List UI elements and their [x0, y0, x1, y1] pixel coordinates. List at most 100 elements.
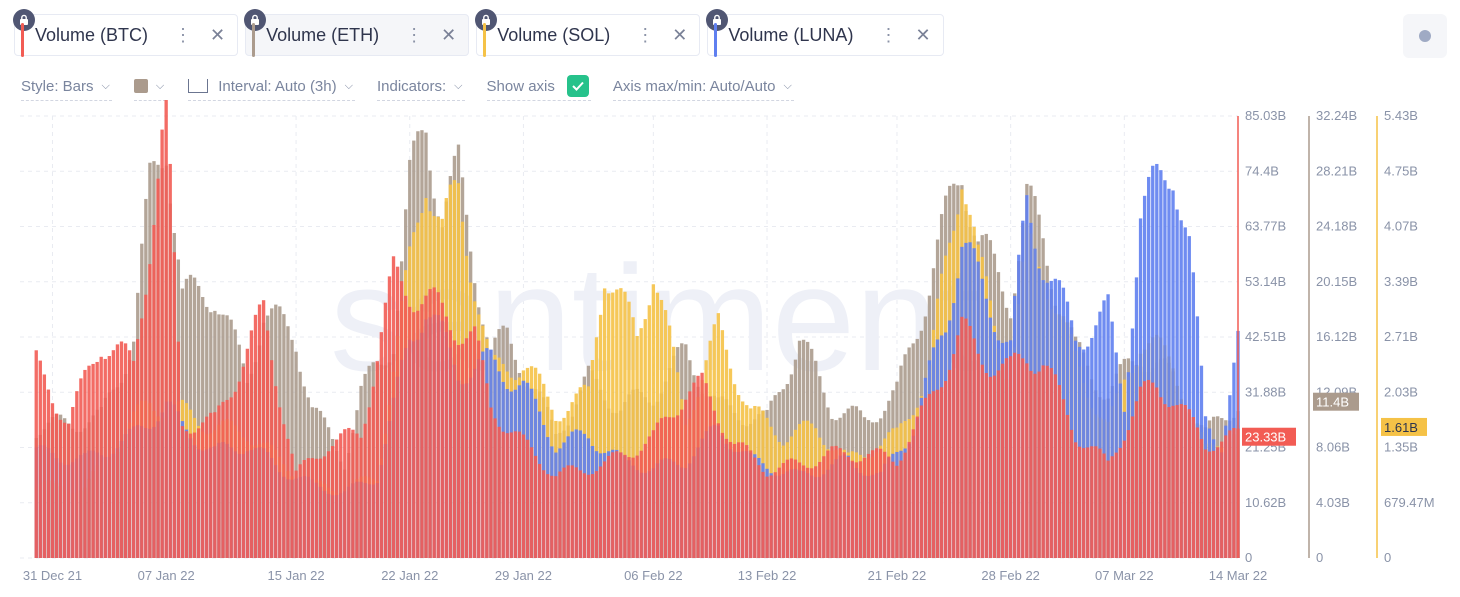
y-tick-label: 8.06B	[1316, 440, 1350, 455]
bar	[927, 393, 932, 558]
record-button[interactable]	[1403, 14, 1447, 58]
bar	[1155, 163, 1159, 558]
bar	[688, 391, 692, 558]
bar	[1203, 449, 1208, 558]
bar	[355, 433, 359, 558]
bar	[136, 339, 140, 558]
bar	[294, 351, 298, 558]
series-volumebtc	[34, 100, 1240, 558]
more-options-icon[interactable]: ⋮	[636, 24, 655, 45]
bar	[525, 439, 530, 558]
close-icon[interactable]: ✕	[441, 24, 457, 45]
bar	[1118, 447, 1122, 558]
bar	[988, 376, 993, 558]
bar	[659, 418, 664, 558]
axis-maxmin-label: Axis max/min: Auto/Auto	[612, 77, 776, 95]
last-value-badge	[1313, 392, 1359, 411]
x-tick-label: 21 Feb 22	[868, 568, 927, 583]
close-icon[interactable]: ✕	[210, 24, 226, 45]
bar	[420, 304, 424, 558]
bar	[1098, 448, 1102, 558]
bar	[339, 433, 343, 558]
bar	[822, 456, 826, 558]
more-options-icon[interactable]: ⋮	[405, 24, 424, 45]
lock-icon	[475, 9, 498, 31]
bar	[728, 442, 733, 558]
bar	[416, 310, 420, 558]
bar	[964, 318, 968, 558]
metric-tab-luna[interactable]: Volume (LUNA) ⋮ ✕	[706, 9, 944, 57]
series-color-bar	[252, 23, 256, 57]
metric-tab-sol[interactable]: Volume (SOL) ⋮ ✕	[475, 9, 701, 57]
bar	[1061, 399, 1066, 558]
bar	[700, 372, 704, 558]
bar	[655, 422, 660, 558]
bar	[481, 360, 485, 558]
bar	[387, 276, 392, 558]
indicators-label: Indicators:	[376, 77, 447, 95]
bar	[298, 464, 302, 558]
metric-tab-eth[interactable]: Volume (ETH) ⋮ ✕	[244, 9, 470, 57]
style-dropdown[interactable]: Style: Bars ⌵	[21, 72, 112, 101]
volume-chart[interactable]: santiment 31 Dec 21 07 Jan 22 15 Jan 22 22 …	[0, 100, 1460, 597]
metric-tab-btc[interactable]: Volume (BTC) ⋮ ✕	[13, 9, 239, 57]
bar	[326, 451, 331, 558]
indicators-dropdown[interactable]: Indicators: ⌵	[376, 72, 465, 101]
y-tick-label: 32.24B	[1316, 108, 1357, 123]
bar	[667, 417, 672, 558]
bar	[477, 340, 481, 558]
bar	[720, 432, 725, 558]
close-icon[interactable]: ✕	[672, 24, 688, 45]
color-swatch	[133, 79, 148, 93]
bar	[221, 401, 225, 558]
bar	[810, 468, 814, 558]
axis-maxmin-dropdown[interactable]: Axis max/min: Auto/Auto ⌵	[612, 72, 794, 101]
bar	[724, 438, 729, 558]
show-axis-toggle[interactable]: Show axis	[486, 72, 591, 101]
chart-series	[34, 100, 1240, 559]
bar	[34, 350, 38, 558]
y-tick-label: 85.03B	[1245, 108, 1286, 123]
show-axis-label: Show axis	[486, 77, 555, 95]
bar	[1130, 416, 1135, 558]
bar	[257, 304, 262, 558]
y-tick-label: 2.03B	[1384, 384, 1418, 399]
bar	[992, 375, 997, 558]
more-options-icon[interactable]: ⋮	[879, 24, 898, 45]
bar	[99, 356, 103, 558]
bar	[50, 403, 55, 558]
interval-dropdown[interactable]: Interval: Auto (3h) ⌵	[188, 72, 355, 101]
chevron-down-icon: ⌵	[344, 79, 353, 92]
last-value-badge	[1242, 427, 1296, 446]
bar	[314, 458, 319, 558]
bar	[432, 287, 436, 558]
bar	[651, 430, 656, 558]
bar	[570, 465, 574, 558]
bar	[383, 302, 388, 558]
bar	[923, 397, 928, 558]
bar	[663, 416, 668, 558]
color-dropdown[interactable]: ⌵	[133, 72, 167, 101]
close-icon[interactable]: ✕	[915, 24, 931, 45]
y-tick-label: 1.35B	[1384, 440, 1418, 455]
bar	[627, 301, 631, 558]
more-options-icon[interactable]: ⋮	[174, 24, 193, 45]
bar	[676, 415, 680, 558]
bar	[777, 467, 781, 558]
bar	[83, 369, 87, 558]
bar	[351, 429, 355, 558]
bar	[546, 474, 550, 558]
bar	[635, 335, 639, 558]
bar	[310, 458, 314, 558]
checkbox-checked-icon[interactable]	[566, 75, 589, 97]
bar	[972, 338, 976, 558]
bar	[241, 366, 245, 558]
bar	[712, 410, 716, 558]
x-tick-label: 07 Mar 22	[1095, 568, 1154, 583]
bar	[594, 337, 599, 558]
bar	[1073, 442, 1078, 558]
bar	[651, 284, 656, 558]
bar	[834, 445, 838, 558]
bar	[1151, 165, 1155, 558]
chevron-down-icon: ⌵	[101, 79, 110, 92]
